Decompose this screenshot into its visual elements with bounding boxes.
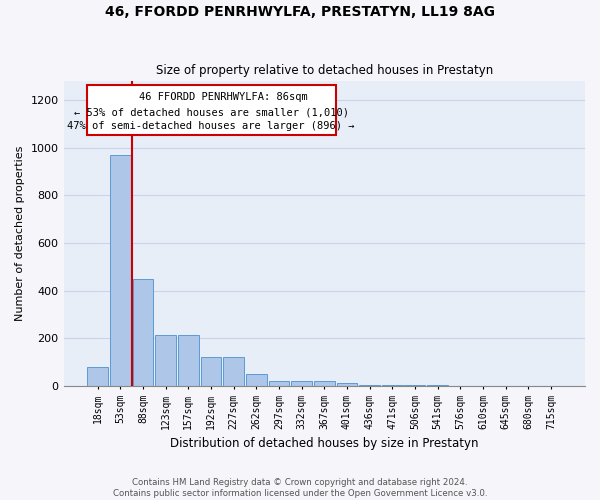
Title: Size of property relative to detached houses in Prestatyn: Size of property relative to detached ho… bbox=[155, 64, 493, 77]
Bar bbox=[87, 366, 108, 386]
Bar bbox=[382, 385, 403, 386]
Text: Contains HM Land Registry data © Crown copyright and database right 2024.
Contai: Contains HM Land Registry data © Crown c… bbox=[113, 478, 487, 498]
Bar bbox=[133, 278, 154, 386]
Text: 47% of semi-detached houses are larger (896) →: 47% of semi-detached houses are larger (… bbox=[67, 120, 355, 130]
Bar bbox=[314, 382, 335, 386]
Text: 46 FFORDD PENRHWYLFA: 86sqm: 46 FFORDD PENRHWYLFA: 86sqm bbox=[115, 92, 308, 102]
Bar bbox=[110, 155, 131, 386]
Text: 46, FFORDD PENRHWYLFA, PRESTATYN, LL19 8AG: 46, FFORDD PENRHWYLFA, PRESTATYN, LL19 8… bbox=[105, 5, 495, 19]
Bar bbox=[155, 334, 176, 386]
Bar bbox=[359, 384, 380, 386]
FancyBboxPatch shape bbox=[87, 84, 335, 134]
Bar bbox=[200, 357, 221, 386]
Bar bbox=[337, 384, 358, 386]
Bar bbox=[178, 334, 199, 386]
Bar bbox=[269, 380, 289, 386]
Bar bbox=[223, 357, 244, 386]
Y-axis label: Number of detached properties: Number of detached properties bbox=[15, 146, 25, 321]
Bar bbox=[291, 380, 312, 386]
Text: ← 53% of detached houses are smaller (1,010): ← 53% of detached houses are smaller (1,… bbox=[74, 107, 349, 117]
X-axis label: Distribution of detached houses by size in Prestatyn: Distribution of detached houses by size … bbox=[170, 437, 479, 450]
Bar bbox=[246, 374, 267, 386]
